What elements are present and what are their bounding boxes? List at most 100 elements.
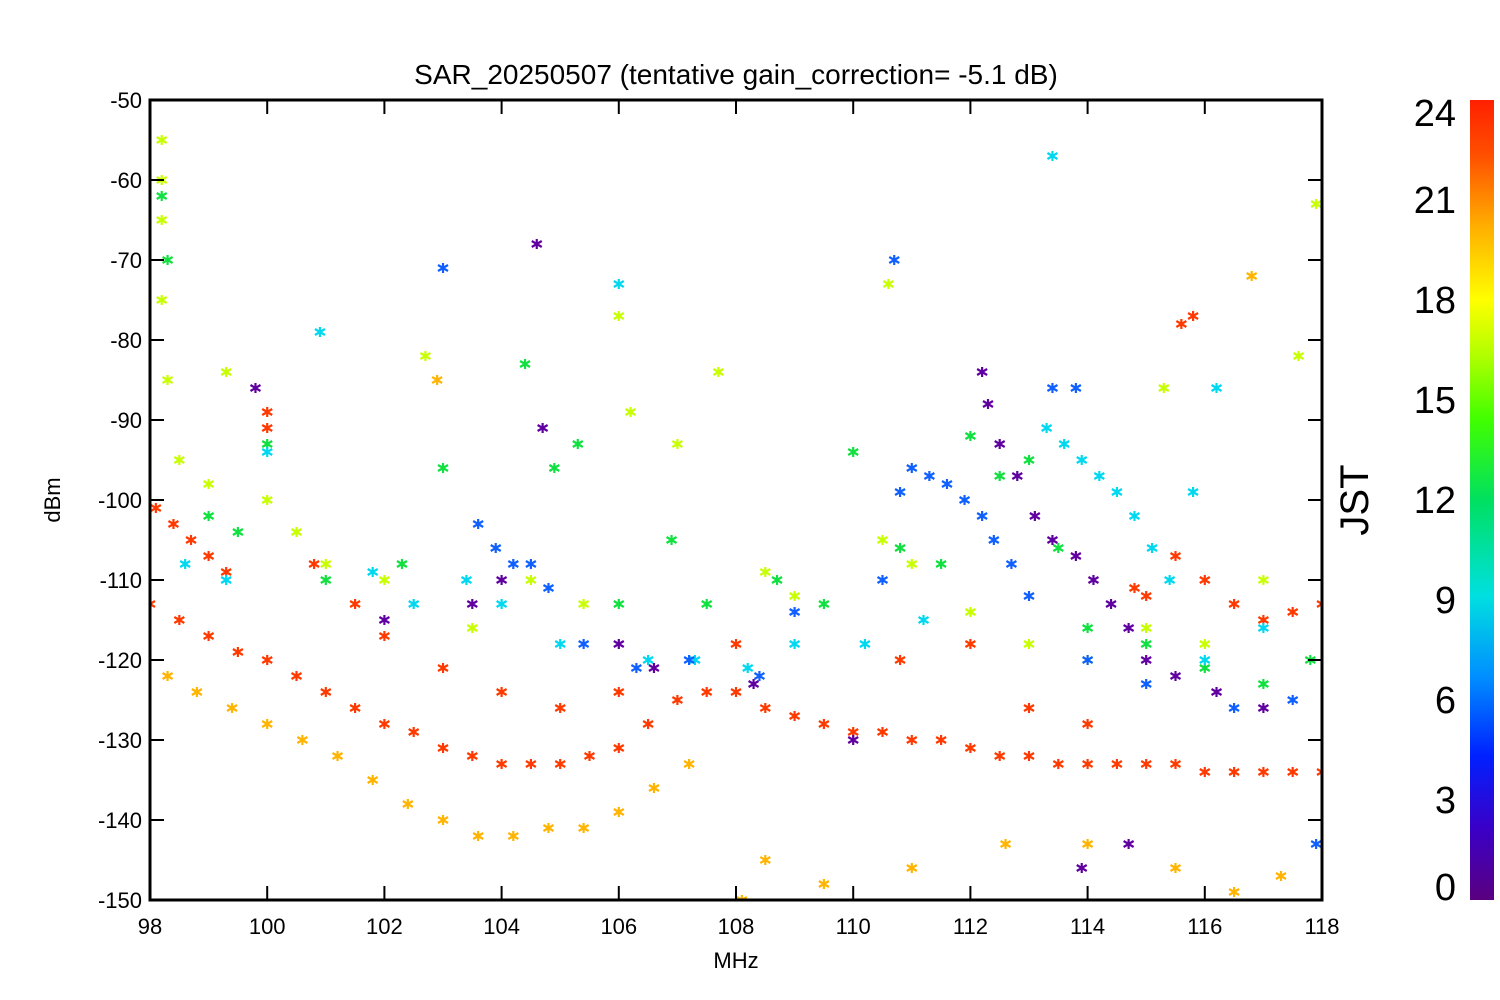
y-tick-label: -130 xyxy=(98,728,142,753)
data-point xyxy=(437,263,449,273)
data-point xyxy=(1158,383,1170,393)
data-point xyxy=(859,639,871,649)
data-point xyxy=(308,559,320,569)
data-point xyxy=(261,407,273,417)
data-point xyxy=(1199,639,1211,649)
data-point xyxy=(232,527,244,537)
data-point xyxy=(876,575,889,585)
data-point xyxy=(671,695,683,705)
y-tick-label: -150 xyxy=(98,888,142,913)
series-jst-22 xyxy=(150,311,1322,777)
data-point xyxy=(1246,271,1258,281)
data-point xyxy=(378,575,390,585)
data-point xyxy=(1011,471,1023,481)
data-point xyxy=(1210,687,1223,697)
data-point xyxy=(964,743,976,753)
data-point xyxy=(232,647,244,657)
x-tick-label: 108 xyxy=(718,914,755,939)
data-point xyxy=(572,439,584,449)
y-tick-label: -140 xyxy=(98,808,142,833)
data-point xyxy=(1199,655,1211,665)
data-point xyxy=(906,735,918,745)
data-point xyxy=(876,727,889,737)
data-point xyxy=(156,191,168,201)
data-point xyxy=(537,423,549,433)
x-tick-label: 116 xyxy=(1187,914,1222,939)
data-point xyxy=(1082,655,1094,665)
data-point xyxy=(525,575,537,585)
data-point xyxy=(519,359,531,369)
series-jst-10 xyxy=(179,151,1269,673)
colorbar-tick-label: 9 xyxy=(1435,580,1456,622)
data-point xyxy=(290,527,303,537)
data-point xyxy=(203,551,215,561)
data-point xyxy=(1005,559,1017,569)
data-point xyxy=(1128,511,1141,521)
data-point xyxy=(789,711,801,721)
data-point xyxy=(1070,383,1082,393)
data-point xyxy=(1316,599,1322,609)
data-point xyxy=(1169,759,1182,769)
data-point xyxy=(1023,591,1035,601)
data-point xyxy=(1140,655,1152,665)
colorbar xyxy=(1470,100,1494,900)
y-tick-label: -90 xyxy=(110,408,142,433)
colorbar-tick-label: 24 xyxy=(1414,93,1456,135)
data-point xyxy=(203,511,215,521)
data-point xyxy=(542,583,555,593)
data-point xyxy=(191,687,203,697)
data-point xyxy=(437,463,449,473)
data-point xyxy=(554,639,566,649)
x-tick-label: 102 xyxy=(366,914,403,939)
data-point xyxy=(906,559,918,569)
colorbar-tick-label: 18 xyxy=(1414,280,1456,322)
data-point xyxy=(976,511,988,521)
data-point xyxy=(941,479,953,489)
data-point xyxy=(613,743,625,753)
series-jst-2 xyxy=(249,239,1269,873)
data-point xyxy=(378,719,390,729)
data-point xyxy=(935,559,947,569)
data-point xyxy=(173,615,185,625)
data-point xyxy=(1023,455,1035,465)
data-point xyxy=(1275,871,1287,881)
data-point xyxy=(314,327,326,337)
data-point xyxy=(496,759,508,769)
data-point xyxy=(542,823,555,833)
data-point xyxy=(1023,703,1035,713)
data-point xyxy=(1082,719,1094,729)
data-point xyxy=(1187,487,1199,497)
data-point xyxy=(472,519,484,529)
colorbar-tick-label: 6 xyxy=(1435,680,1456,722)
data-point xyxy=(994,439,1006,449)
data-point xyxy=(1257,623,1269,633)
data-point xyxy=(701,687,713,697)
x-tick-label: 118 xyxy=(1304,914,1339,939)
x-tick-label: 98 xyxy=(138,914,162,939)
data-point xyxy=(958,495,971,505)
data-point xyxy=(999,839,1012,849)
data-point xyxy=(818,599,830,609)
y-tick-label: -60 xyxy=(110,168,142,193)
data-point xyxy=(964,607,976,617)
data-point xyxy=(759,855,771,865)
data-point xyxy=(1175,319,1187,329)
data-point xyxy=(1076,863,1088,873)
data-point xyxy=(1228,599,1240,609)
data-point xyxy=(818,719,830,729)
x-axis-label: MHz xyxy=(713,948,758,973)
data-point xyxy=(906,463,918,473)
data-point xyxy=(408,599,420,609)
data-point xyxy=(789,639,801,649)
data-point xyxy=(1228,767,1240,777)
data-point xyxy=(701,599,713,609)
data-point xyxy=(1140,591,1152,601)
data-point xyxy=(1287,695,1299,705)
data-point xyxy=(437,663,449,673)
data-point xyxy=(1123,839,1135,849)
data-point xyxy=(712,367,724,377)
data-point xyxy=(578,823,590,833)
data-point xyxy=(396,559,408,569)
data-point xyxy=(982,399,994,409)
data-point xyxy=(531,239,543,249)
